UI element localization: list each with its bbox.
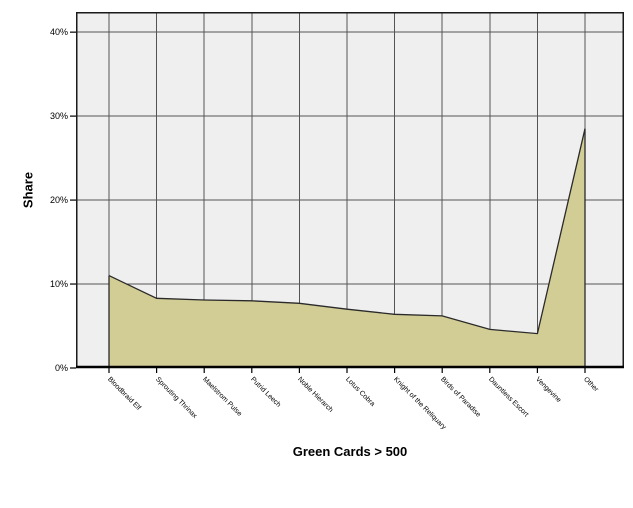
x-tick-label: Knight of the Reliquary [391,376,447,432]
plot-area [70,12,624,373]
x-tick-label: Bloodbraid Elf [106,376,142,412]
x-tick-label: Birds of Paradise [439,376,482,419]
area-series [109,128,585,368]
x-tick-label: Dauntless Escort [486,376,530,419]
x-tick-label: Maelstrom Pulse [201,376,244,418]
area-chart-svg [70,12,624,373]
area-series-outline [108,128,586,335]
x-tick-label: Sprouting Thrinax [153,376,198,420]
x-tick-label: Vengevine [534,376,563,405]
y-tick-label: 40% [49,27,68,38]
x-tick-label: Putrid Leech [248,376,282,409]
y-tick-label: 20% [49,195,68,206]
x-tick-label: Lotus Cobra [344,376,376,408]
x-tick-label: Other [582,376,600,394]
y-tick-label: 30% [49,111,68,122]
y-tick-label: 0% [54,363,68,373]
x-tick-label: Noble Hierarch [296,376,335,414]
y-tick-label: 10% [49,279,68,290]
x-axis-title: Green Cards > 500 [292,444,408,459]
